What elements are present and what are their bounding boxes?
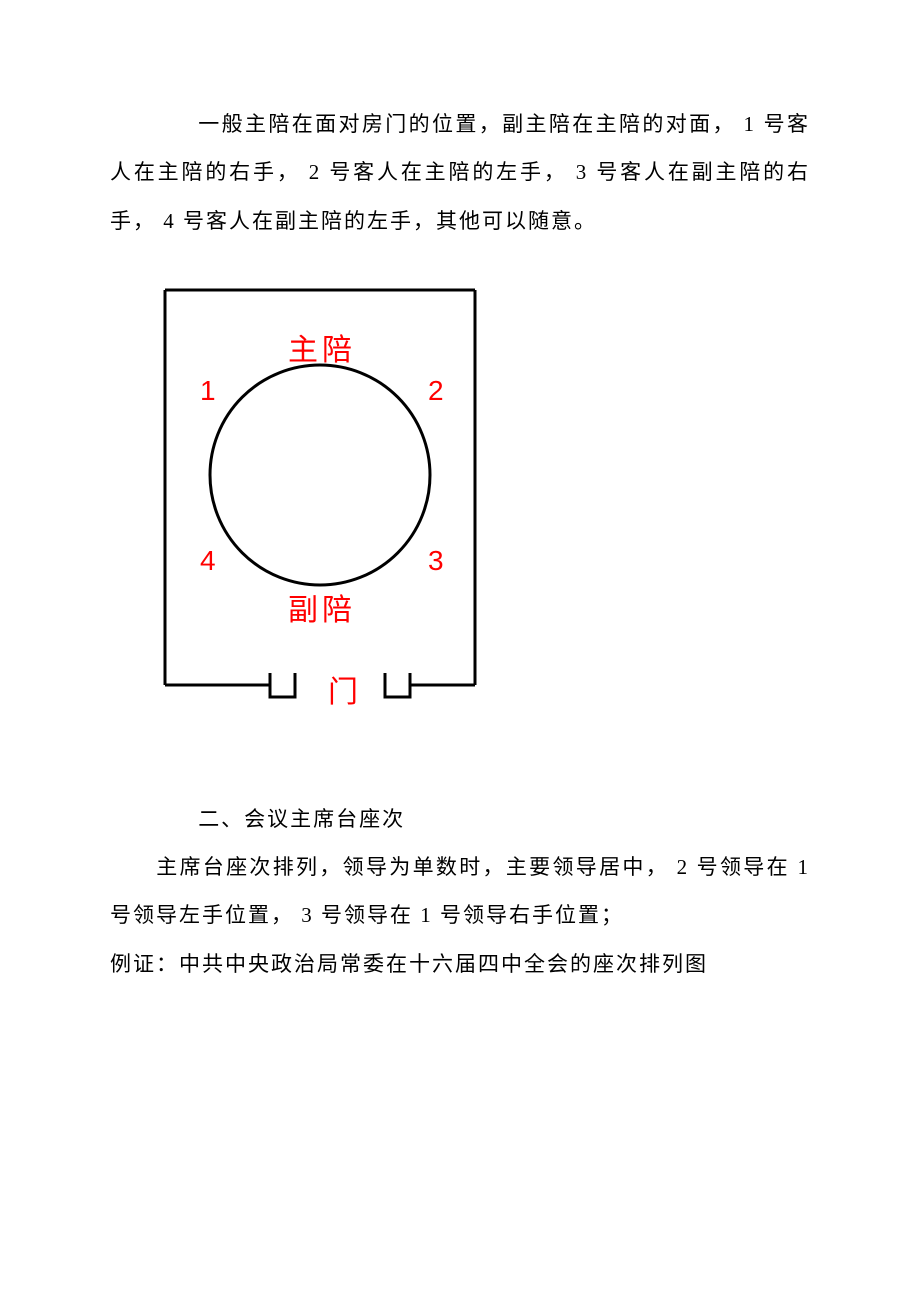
seating-diagram: 主陪 副陪 1 2 3 4 门 xyxy=(160,285,480,735)
paragraph-1: 一般主陪在面对房门的位置，副主陪在主陪的对面， 1 号客人在主陪的右手， 2 号… xyxy=(110,100,810,245)
label-cohost: 副陪 xyxy=(288,585,356,629)
door-bracket-left xyxy=(270,673,295,697)
section-2-title: 二、会议主席台座次 xyxy=(110,795,810,843)
paragraph-2: 主席台座次排列，领导为单数时，主要领导居中， 2 号领导在 1 号领导左手位置，… xyxy=(110,843,810,940)
seating-diagram-container: 主陪 副陪 1 2 3 4 门 xyxy=(160,285,810,735)
label-seat-3: 3 xyxy=(428,545,444,577)
door-bracket-right xyxy=(385,673,410,697)
label-door: 门 xyxy=(328,667,358,711)
label-seat-2: 2 xyxy=(428,375,444,407)
label-host: 主陪 xyxy=(288,325,356,369)
label-seat-4: 4 xyxy=(200,545,216,577)
round-table xyxy=(210,365,430,585)
paragraph-3: 例证：中共中央政治局常委在十六届四中全会的座次排列图 xyxy=(110,940,810,988)
label-seat-1: 1 xyxy=(200,375,216,407)
